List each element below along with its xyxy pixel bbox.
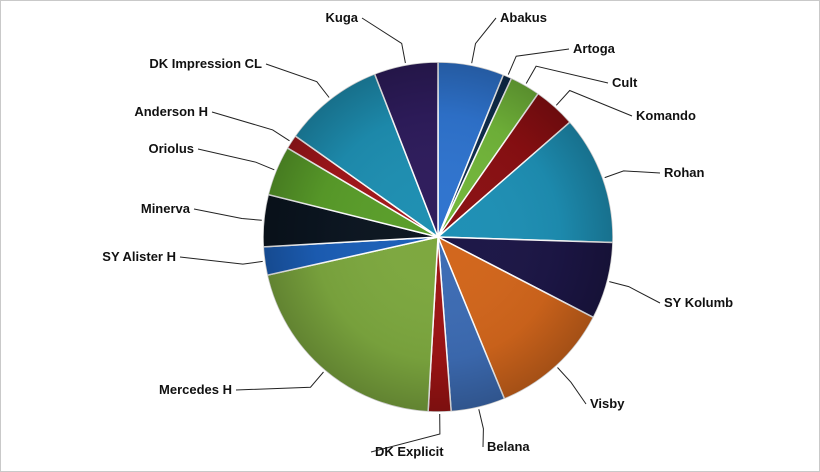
slice-label-abakus: Abakus <box>500 10 547 25</box>
leader-line-rohan <box>604 170 661 179</box>
leader-line-dk-impression-cl <box>265 63 330 98</box>
leader-line-sy-kolumb <box>609 281 661 304</box>
slice-label-kuga: Kuga <box>326 10 359 25</box>
leader-line-mercedes-h <box>235 371 324 391</box>
slice-label-minerva: Minerva <box>141 201 191 216</box>
slice-label-komando: Komando <box>636 108 696 123</box>
slice-label-dk-explicit: DK Explicit <box>375 444 444 459</box>
leader-line-belana <box>478 409 484 448</box>
slice-label-artoga: Artoga <box>573 41 616 56</box>
slice-label-belana: Belana <box>487 439 530 454</box>
leader-line-anderson-h <box>211 111 290 142</box>
slice-label-oriolus: Oriolus <box>148 141 194 156</box>
leader-line-visby <box>557 367 587 405</box>
slice-label-sy-kolumb: SY Kolumb <box>664 295 733 310</box>
leader-line-dk-explicit <box>370 413 441 453</box>
leader-line-oriolus <box>197 148 275 171</box>
slice-label-dk-impression-cl: DK Impression CL <box>149 56 262 71</box>
leader-line-komando <box>555 89 633 117</box>
leader-line-cult <box>525 65 609 84</box>
leader-line-abakus <box>471 17 497 64</box>
leader-line-artoga <box>507 48 570 75</box>
slice-label-anderson-h: Anderson H <box>134 104 208 119</box>
slice-label-visby: Visby <box>590 396 625 411</box>
leader-line-kuga <box>361 17 406 64</box>
leader-line-minerva <box>193 208 262 221</box>
slice-label-rohan: Rohan <box>664 165 705 180</box>
slice-label-cult: Cult <box>612 75 638 90</box>
slice-label-sy-alister-h: SY Alister H <box>102 249 176 264</box>
slice-label-mercedes-h: Mercedes H <box>159 382 232 397</box>
leader-line-sy-alister-h <box>179 256 263 265</box>
